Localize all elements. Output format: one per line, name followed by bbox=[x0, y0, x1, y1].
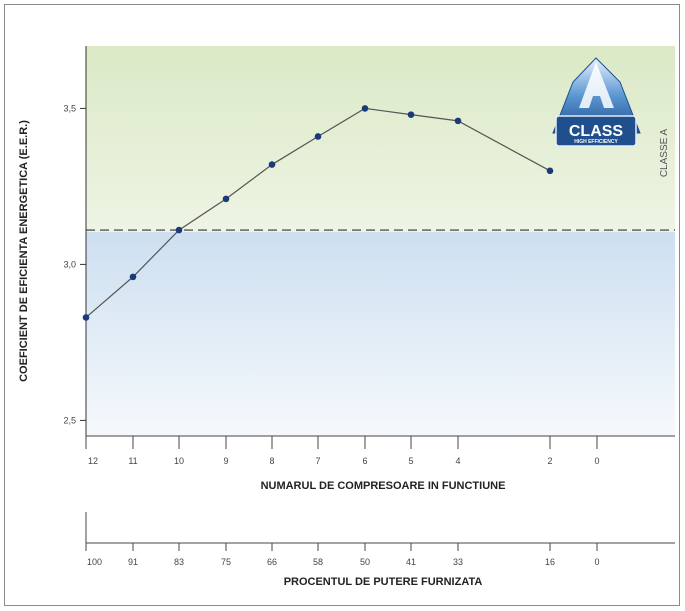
data-point bbox=[268, 161, 276, 168]
axis2-tick-label: 16 bbox=[545, 557, 555, 567]
axis2-tick-label: 83 bbox=[174, 557, 184, 567]
axis2-tick-label: 91 bbox=[128, 557, 138, 567]
data-point bbox=[454, 117, 462, 125]
data-point bbox=[82, 314, 90, 321]
axis1-tick-label: 6 bbox=[362, 456, 367, 466]
data-point bbox=[314, 133, 322, 140]
axis1-tick-label: 10 bbox=[174, 456, 184, 466]
class-a-label: CLASSE A bbox=[659, 128, 670, 177]
axis2-tick-label: 58 bbox=[313, 557, 323, 567]
axis2-tick-label: 100 bbox=[87, 557, 102, 567]
class-a-logo-tagline: HIGH EFFICIENCY bbox=[574, 139, 618, 145]
class-a-logo: CLASS HIGH EFFICIENCY bbox=[552, 57, 641, 147]
data-point bbox=[361, 105, 369, 112]
axis2-tick-label: 33 bbox=[453, 557, 463, 567]
data-point bbox=[546, 167, 554, 175]
axis1-tick-label: 7 bbox=[315, 456, 320, 466]
axis2-tick-label: 50 bbox=[360, 557, 370, 567]
axis1-title: NUMARUL DE COMPRESOARE IN FUNCTIUNE bbox=[261, 480, 506, 492]
class-a-logo-letter bbox=[579, 62, 614, 108]
axis1-tick-label: 2 bbox=[547, 456, 552, 466]
below-class-band bbox=[86, 232, 675, 436]
axis2-tick-label: 0 bbox=[594, 557, 599, 567]
axis1-tick-label: 4 bbox=[455, 456, 460, 466]
data-point bbox=[175, 226, 183, 234]
data-point bbox=[407, 111, 415, 118]
class-a-logo-word: CLASS bbox=[569, 123, 624, 140]
axis1-tick-label: 9 bbox=[223, 456, 228, 466]
axis1-tick-label: 8 bbox=[269, 456, 274, 466]
axis2-tick-label: 75 bbox=[221, 557, 231, 567]
data-point bbox=[129, 273, 137, 281]
y-axis-label: COEFICIENT DE EFICIENTA ENERGETICA (E.E.… bbox=[18, 120, 30, 382]
axis1-tick-label: 11 bbox=[128, 456, 137, 466]
axis2-title: PROCENTUL DE PUTERE FURNIZATA bbox=[284, 576, 483, 588]
y-tick-label: 3,5 bbox=[63, 103, 76, 113]
axis1-tick-label: 0 bbox=[594, 456, 599, 466]
axis2-tick-label: 41 bbox=[406, 557, 416, 567]
data-point bbox=[222, 195, 230, 203]
y-tick-label: 3,0 bbox=[63, 259, 76, 269]
series-line bbox=[85, 107, 551, 318]
axis1-tick-label: 5 bbox=[408, 456, 413, 466]
class-a-logo-banner bbox=[555, 115, 637, 147]
axis2-tick-label: 66 bbox=[267, 557, 277, 567]
y-tick-label: 2,5 bbox=[63, 415, 76, 425]
axis1-tick-label: 12 bbox=[88, 456, 98, 466]
